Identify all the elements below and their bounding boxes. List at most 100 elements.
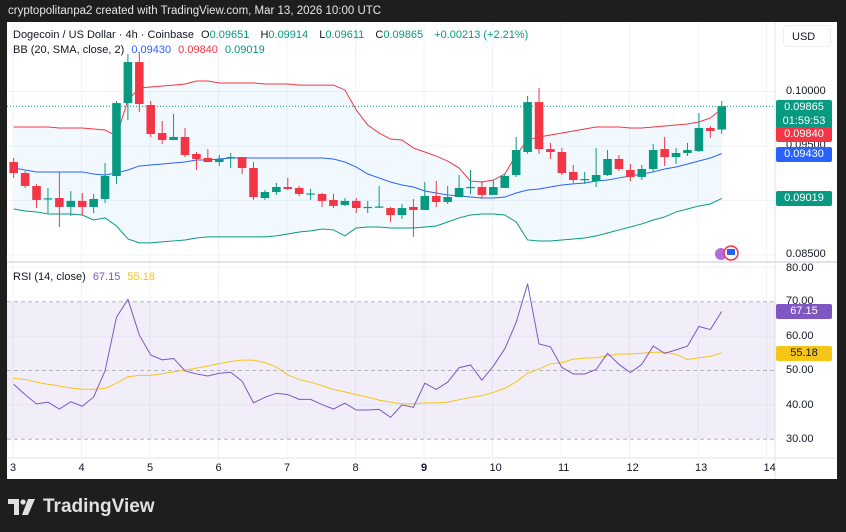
bb-basis-value: 0.09430: [131, 44, 172, 56]
candle-body: [626, 169, 635, 177]
candle-body: [603, 158, 612, 175]
rsi-line: [13, 283, 723, 418]
candle-body: [454, 187, 464, 198]
candle-body: [32, 186, 41, 200]
candle-body: [192, 153, 201, 159]
candle-body: [237, 157, 247, 169]
candle-body: [648, 150, 658, 169]
candle-body: [146, 105, 156, 135]
bb-legend[interactable]: BB (20, SMA, close, 2) 0.09430 0.09840 0…: [13, 44, 269, 56]
time-tick: 14: [763, 462, 776, 474]
candle-body: [637, 168, 647, 177]
candle-body: [477, 186, 487, 195]
bb-basis-tag: 0.09430: [776, 147, 832, 162]
bb-label: BB (20, SMA, close, 2): [13, 44, 125, 56]
open-label: O: [201, 29, 210, 41]
candle-body: [717, 106, 727, 130]
candle-body: [226, 157, 235, 159]
time-tick: 4: [78, 462, 85, 474]
candle-body: [180, 136, 190, 156]
candle-body: [694, 128, 704, 152]
candle-body: [123, 62, 133, 104]
candle-body: [135, 62, 144, 105]
candle-body: [660, 149, 669, 158]
candle-body: [466, 186, 475, 189]
rsi-tick: 50.00: [786, 364, 814, 376]
close-label: C: [375, 29, 384, 41]
bb-lower-tag: 0.09019: [776, 191, 832, 206]
candle-body: [557, 151, 567, 174]
candle-body: [614, 158, 624, 169]
bb-upper-value: 0.09840: [178, 44, 218, 56]
change-value: +0.00213 (+2.21%): [434, 29, 529, 41]
bb-lower-value: 0.09019: [224, 44, 265, 56]
rsi-label: RSI (14, close): [13, 271, 86, 283]
candle-body: [157, 133, 167, 141]
bb-lower-line: [13, 197, 722, 244]
rsi-ma-value: 55.18: [127, 271, 155, 283]
candle-body: [523, 102, 532, 152]
bb-fill: [13, 81, 722, 243]
symbol-legend[interactable]: Dogecoin / US Dollar · 4h · Coinbase O0.…: [13, 29, 532, 41]
candle-body: [591, 174, 601, 181]
time-tick: 3: [10, 462, 17, 474]
candle-body: [55, 197, 64, 207]
symbol-name: Dogecoin / US Dollar · 4h · Coinbase: [13, 29, 194, 41]
currency-button[interactable]: USD: [783, 25, 831, 47]
rsi-ma-tag: 55.18: [776, 346, 832, 361]
time-tick: 5: [147, 462, 154, 474]
tradingview-logo: TradingView: [8, 496, 155, 518]
time-tick: 9: [421, 462, 428, 474]
candle-body: [443, 197, 452, 203]
rsi-ma-line: [13, 351, 722, 405]
brand-name: TradingView: [43, 496, 155, 517]
time-tick: 13: [695, 462, 708, 474]
high-value: 0.09914: [268, 29, 309, 41]
last-price-tag: 0.09865 01:59:53: [776, 100, 832, 130]
candle-body: [340, 200, 350, 205]
candle-body: [671, 152, 681, 158]
candle-body: [294, 187, 304, 194]
candle-body: [20, 173, 30, 187]
candle-body: [683, 150, 692, 153]
candle-body: [489, 186, 498, 195]
open-value: 0.09651: [209, 29, 250, 41]
candle-body: [77, 200, 87, 207]
candle-body: [352, 200, 361, 209]
candle-body: [329, 199, 338, 206]
candle-body: [397, 208, 407, 215]
time-tick: 7: [284, 462, 291, 474]
candle-body: [203, 157, 213, 163]
candle-body: [272, 186, 281, 192]
candle-body: [214, 158, 224, 163]
low-value: 0.09611: [325, 29, 365, 41]
candle-body: [317, 193, 327, 201]
bb-basis-line: [13, 153, 722, 199]
candle-body: [283, 186, 293, 189]
high-label: H: [260, 29, 269, 41]
rsi-tick: 40.00: [786, 399, 814, 411]
candle-body: [374, 206, 384, 208]
candle-body: [89, 198, 98, 207]
tradingview-logo-icon: [8, 499, 35, 515]
candle-body: [431, 195, 441, 203]
rsi-legend[interactable]: RSI (14, close) 67.15 55.18: [13, 271, 159, 283]
low-label: L: [319, 29, 326, 41]
rsi-tick: 60.00: [786, 330, 814, 342]
events-icon: [715, 245, 739, 261]
rsi-tick: 30.00: [786, 433, 814, 445]
candle-body: [409, 206, 418, 210]
candle-body: [511, 150, 521, 175]
time-tick: 12: [626, 462, 639, 474]
price-tick: 0.10000: [786, 85, 826, 97]
bb-upper-tag: 0.09840: [776, 127, 832, 142]
price-tick: 0.08500: [786, 248, 826, 260]
candle-body: [546, 149, 555, 152]
bar-countdown: 01:59:53: [782, 115, 826, 127]
candle-body: [260, 191, 270, 198]
candle-body: [500, 175, 510, 188]
rsi-value: 67.15: [92, 271, 121, 283]
candle-body: [420, 195, 430, 210]
candle-body: [706, 128, 715, 131]
